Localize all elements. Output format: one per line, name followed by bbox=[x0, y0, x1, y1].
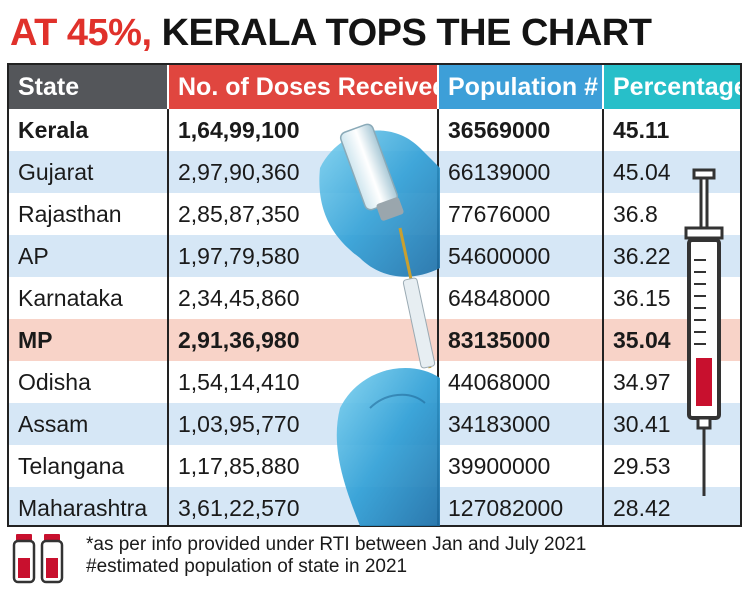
cell-state: Gujarat bbox=[9, 151, 169, 193]
cell-doses: 1,03,95,770 bbox=[168, 403, 439, 445]
table-row: Odisha 1,54,14,410 44068000 34.97 bbox=[9, 361, 740, 403]
cell-doses: 2,91,36,980 bbox=[168, 319, 439, 361]
table-row: Kerala 1,64,99,100 36569000 45.11 bbox=[9, 109, 740, 151]
cell-percentage: 36.22 bbox=[603, 235, 740, 277]
cell-state: Kerala bbox=[9, 109, 169, 151]
cell-percentage: 30.41 bbox=[603, 403, 740, 445]
cell-doses: 1,97,79,580 bbox=[168, 235, 439, 277]
cell-population: 44068000 bbox=[438, 361, 604, 403]
cell-state: Odisha bbox=[9, 361, 169, 403]
cell-population: 64848000 bbox=[438, 277, 604, 319]
table-row: Telangana 1,17,85,880 39900000 29.53 bbox=[9, 445, 740, 487]
cell-state: MP bbox=[9, 319, 169, 361]
cell-population: 54600000 bbox=[438, 235, 604, 277]
footnote-population: #estimated population of state in 2021 bbox=[86, 556, 408, 577]
title-rest: KERALA TOPS THE CHART bbox=[161, 12, 652, 54]
cell-doses: 3,61,22,570 bbox=[168, 487, 439, 525]
table-row: Rajasthan 2,85,87,350 77676000 36.8 bbox=[9, 193, 740, 235]
title-accent: AT 45%, bbox=[10, 12, 152, 54]
cell-state: Karnataka bbox=[9, 277, 169, 319]
cell-state: AP bbox=[9, 235, 169, 277]
cell-population: 127082000 bbox=[438, 487, 604, 525]
table-row: Assam 1,03,95,770 34183000 30.41 bbox=[9, 403, 740, 445]
chart-title: AT 45%, KERALA TOPS THE CHART bbox=[10, 8, 652, 58]
table-header-row: State No. of Doses Received* Population … bbox=[9, 65, 740, 109]
table-row: Maharashtra 3,61,22,570 127082000 28.42 bbox=[9, 487, 740, 525]
cell-percentage: 29.53 bbox=[603, 445, 740, 487]
footer: *as per info provided under RTI between … bbox=[10, 532, 745, 588]
header-state: State bbox=[9, 65, 169, 109]
cell-doses: 1,17,85,880 bbox=[168, 445, 439, 487]
cell-population: 83135000 bbox=[438, 319, 604, 361]
cell-doses: 2,97,90,360 bbox=[168, 151, 439, 193]
cell-population: 36569000 bbox=[438, 109, 604, 151]
table-body: Kerala 1,64,99,100 36569000 45.11 Gujarat 2,9… bbox=[9, 109, 740, 525]
cell-state: Assam bbox=[9, 403, 169, 445]
header-doses: No. of Doses Received* bbox=[168, 65, 439, 109]
cell-population: 34183000 bbox=[438, 403, 604, 445]
cell-population: 66139000 bbox=[438, 151, 604, 193]
cell-percentage: 35.04 bbox=[603, 319, 740, 361]
cell-percentage: 34.97 bbox=[603, 361, 740, 403]
cell-percentage: 36.8 bbox=[603, 193, 740, 235]
cell-doses: 2,85,87,350 bbox=[168, 193, 439, 235]
footnote-doses: *as per info provided under RTI between … bbox=[86, 534, 587, 555]
cell-percentage: 45.04 bbox=[603, 151, 740, 193]
cell-percentage: 28.42 bbox=[603, 487, 740, 525]
table-row: Gujarat 2,97,90,360 66139000 45.04 bbox=[9, 151, 740, 193]
table-row: Karnataka 2,34,45,860 64848000 36.15 bbox=[9, 277, 740, 319]
header-percentage: Percentage bbox=[603, 65, 740, 109]
cell-population: 39900000 bbox=[438, 445, 604, 487]
cell-percentage: 36.15 bbox=[603, 277, 740, 319]
cell-population: 77676000 bbox=[438, 193, 604, 235]
cell-doses: 1,54,14,410 bbox=[168, 361, 439, 403]
cell-doses: 1,64,99,100 bbox=[168, 109, 439, 151]
table-row: AP 1,97,79,580 54600000 36.22 bbox=[9, 235, 740, 277]
data-table: State No. of Doses Received* Population … bbox=[9, 65, 740, 525]
cell-percentage: 45.11 bbox=[603, 109, 740, 151]
header-population: Population # bbox=[438, 65, 604, 109]
cell-state: Rajasthan bbox=[9, 193, 169, 235]
cell-state: Maharashtra bbox=[9, 487, 169, 525]
table-row: MP 2,91,36,980 83135000 35.04 bbox=[9, 319, 740, 361]
data-table-frame: State No. of Doses Received* Population … bbox=[7, 63, 742, 527]
cell-doses: 2,34,45,860 bbox=[168, 277, 439, 319]
vaccine-vials-icon bbox=[12, 534, 64, 584]
cell-state: Telangana bbox=[9, 445, 169, 487]
